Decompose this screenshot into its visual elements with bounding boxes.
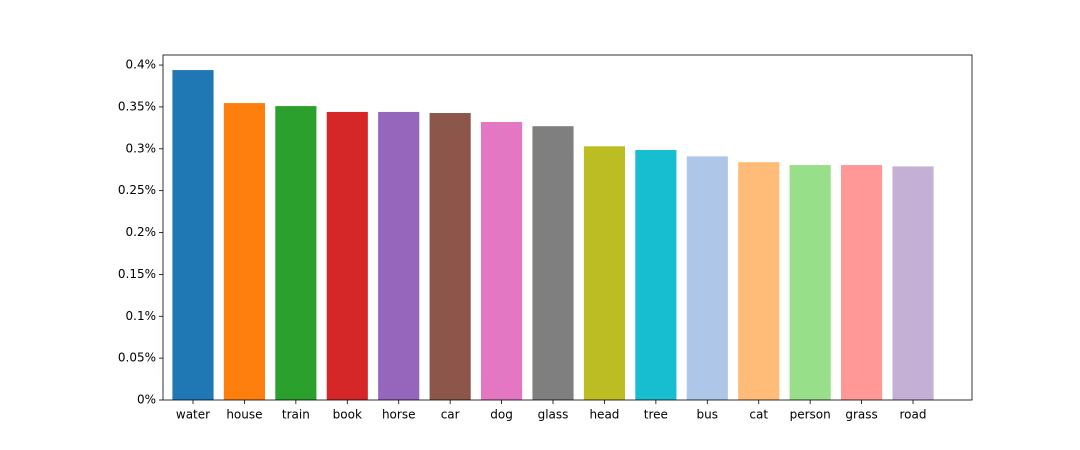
x-tick-label: water: [176, 408, 210, 422]
y-tick-label: 0.25%: [118, 183, 156, 197]
y-tick-label: 0.35%: [118, 99, 156, 113]
bar: [275, 106, 317, 401]
y-tick-label: 0.1%: [126, 309, 157, 323]
bar: [326, 111, 368, 401]
x-tick-label: dog: [490, 408, 513, 422]
x-tick-label: horse: [382, 408, 416, 422]
bar: [789, 165, 831, 400]
bar: [378, 111, 420, 401]
x-tick-label: head: [589, 408, 619, 422]
x-tick-label: road: [900, 408, 927, 422]
y-tick-label: 0.3%: [126, 141, 157, 155]
x-tick-label: grass: [845, 408, 877, 422]
bar: [223, 103, 266, 400]
y-tick-label: 0.15%: [118, 267, 156, 281]
bar: [481, 121, 523, 400]
plot-frame: [162, 54, 973, 401]
y-tick-label: 0.2%: [126, 225, 157, 239]
bar: [841, 165, 883, 400]
x-tick-label: glass: [538, 408, 569, 422]
x-tick-label: bus: [697, 408, 718, 422]
x-tick-label: tree: [644, 408, 668, 422]
x-tick-label: book: [333, 408, 362, 422]
y-tick-label: 0.05%: [118, 351, 156, 365]
y-tick-label: 0%: [137, 393, 156, 407]
bar: [583, 146, 626, 400]
x-tick-label: car: [441, 408, 460, 422]
bar: [686, 156, 728, 400]
bar: [532, 126, 574, 400]
bar: [635, 150, 677, 400]
x-tick-label: cat: [749, 408, 768, 422]
bar: [429, 113, 471, 401]
x-tick-label: train: [282, 408, 310, 422]
bar: [738, 162, 780, 400]
y-tick-label: 0.4%: [126, 58, 157, 72]
x-tick-label: person: [790, 408, 831, 422]
bar: [172, 70, 214, 400]
bar: [892, 166, 934, 400]
x-tick-label: house: [226, 408, 262, 422]
